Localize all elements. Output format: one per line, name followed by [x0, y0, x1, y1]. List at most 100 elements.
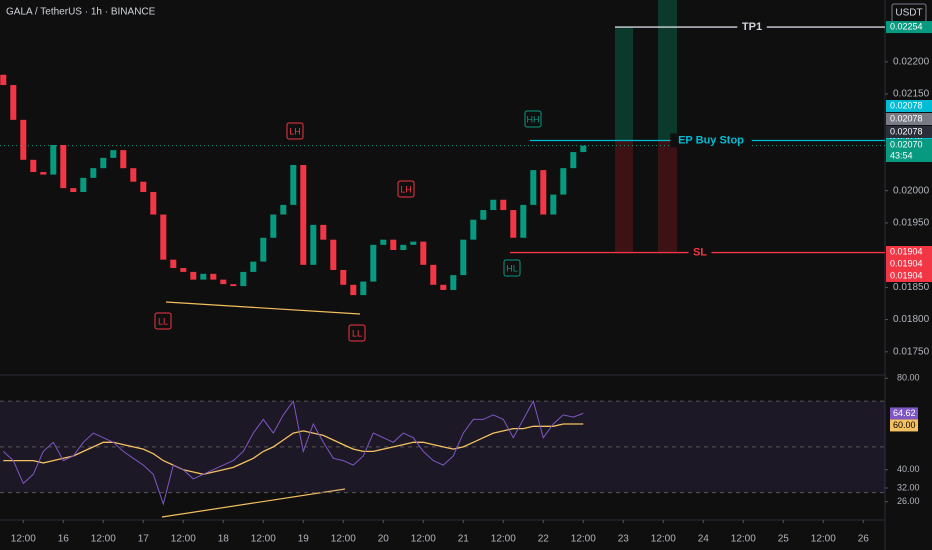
level-badge-text: 0.02254 — [890, 21, 923, 31]
candle-body — [580, 145, 587, 153]
candle-body — [100, 157, 107, 169]
candle-body — [20, 119, 27, 160]
level-label-bg — [688, 245, 712, 260]
rsi-ma-badge-text: 60.00 — [893, 420, 916, 430]
profit-zone — [658, 0, 677, 141]
rsi-tick-label: 40.00 — [897, 464, 920, 474]
candle-body — [320, 224, 327, 240]
candle-body — [440, 284, 447, 290]
candle-body — [90, 168, 97, 178]
candle-body — [370, 244, 377, 282]
loss-zone — [615, 140, 633, 253]
price-trendline — [165, 301, 361, 315]
candle-body — [280, 204, 287, 215]
candle-body — [510, 210, 517, 238]
rsi-trendline — [161, 488, 346, 518]
candle-body — [60, 144, 67, 189]
rsi-badge — [890, 407, 918, 420]
x-tick-label: 12:00 — [491, 534, 516, 545]
price-badge-text: 0.02078 — [890, 126, 923, 136]
candle-body — [30, 159, 37, 173]
rsi-ma-badge — [890, 419, 918, 432]
candle-body — [220, 279, 227, 285]
candle-body — [520, 204, 527, 238]
candle-body — [120, 150, 127, 169]
y-tick-label: 0.02000 — [893, 185, 930, 196]
candle-body — [80, 177, 87, 193]
x-tick-label: 12:00 — [411, 534, 436, 545]
candle-body — [410, 241, 417, 245]
x-tick-label: 20 — [378, 534, 390, 545]
price-badge — [886, 258, 932, 270]
candle-body — [330, 239, 337, 270]
price-badge-text: 0.01904 — [890, 258, 923, 268]
candle-body — [260, 237, 267, 262]
candle-body — [480, 210, 487, 220]
x-tick-label: 12:00 — [331, 534, 356, 545]
x-tick-label: 23 — [618, 534, 630, 545]
candle-body — [190, 271, 197, 280]
candle-body — [360, 281, 367, 296]
rsi-tick-label: 26.00 — [897, 496, 920, 506]
rsi-tick-label: 80.00 — [897, 373, 920, 383]
candle-body — [490, 199, 497, 211]
price-badge — [886, 113, 932, 125]
y-tick-label: 0.01800 — [893, 314, 930, 325]
rsi-badge-text: 64.62 — [893, 408, 916, 418]
level-badge — [886, 21, 932, 34]
y-tick-label: 0.01950 — [893, 218, 930, 229]
candle-body — [290, 164, 297, 205]
y-tick-label: 0.01750 — [893, 346, 930, 357]
candle-body — [460, 239, 467, 276]
x-tick-label: 12:00 — [251, 534, 276, 545]
candle-body — [250, 261, 257, 272]
annotation: HH — [527, 114, 540, 124]
chart-title: GALA / TetherUS · 1h · BINANCE — [6, 7, 156, 18]
x-tick-label: 12:00 — [811, 534, 836, 545]
price-badge-text: 0.01904 — [890, 270, 923, 280]
price-badge-text: 0.02078 — [890, 113, 923, 123]
y-tick-label: 0.02200 — [893, 56, 930, 67]
annotation-box — [348, 324, 366, 342]
x-tick-label: 18 — [218, 534, 230, 545]
x-tick-label: 12:00 — [571, 534, 596, 545]
countdown: 43:54 — [890, 150, 913, 160]
candle-body — [210, 273, 217, 280]
annotation-box — [397, 180, 415, 198]
y-tick-label: 0.02150 — [893, 89, 930, 100]
candle-body — [230, 284, 237, 287]
x-tick-label: 12:00 — [11, 534, 36, 545]
candle-body — [340, 269, 347, 285]
candle-body — [160, 214, 167, 260]
rsi-ma-line — [3, 423, 584, 475]
price-badge — [886, 100, 932, 112]
annotation: LL — [158, 316, 168, 326]
level-label-bg — [670, 133, 752, 148]
candle-body — [400, 244, 407, 250]
x-tick-label: 26 — [858, 534, 870, 545]
candle-body — [560, 168, 567, 195]
annotation: LH — [400, 184, 412, 194]
candle-body — [130, 168, 137, 182]
loss-zone — [658, 140, 677, 253]
candle-body — [380, 239, 387, 245]
x-tick-label: 16 — [58, 534, 70, 545]
rsi-tick-label: 32.00 — [897, 482, 920, 492]
candle-body — [150, 192, 157, 215]
candle-body — [350, 284, 357, 296]
candle-body — [10, 85, 17, 120]
price-badge-text: 0.02078 — [890, 100, 923, 110]
x-tick-label: 22 — [538, 534, 550, 545]
candle-body — [470, 219, 477, 240]
annotation-box — [154, 312, 172, 330]
level-label: EP Buy Stop — [678, 134, 744, 146]
y-tick-label: 0.01850 — [893, 282, 930, 293]
candle-body — [570, 152, 577, 169]
candle-body — [530, 170, 537, 205]
currency[interactable]: USDT — [895, 8, 922, 19]
x-tick-label: 12:00 — [171, 534, 196, 545]
price-badge-text: 0.01904 — [890, 246, 923, 256]
price-badge — [886, 126, 932, 138]
candle-body — [180, 268, 187, 272]
